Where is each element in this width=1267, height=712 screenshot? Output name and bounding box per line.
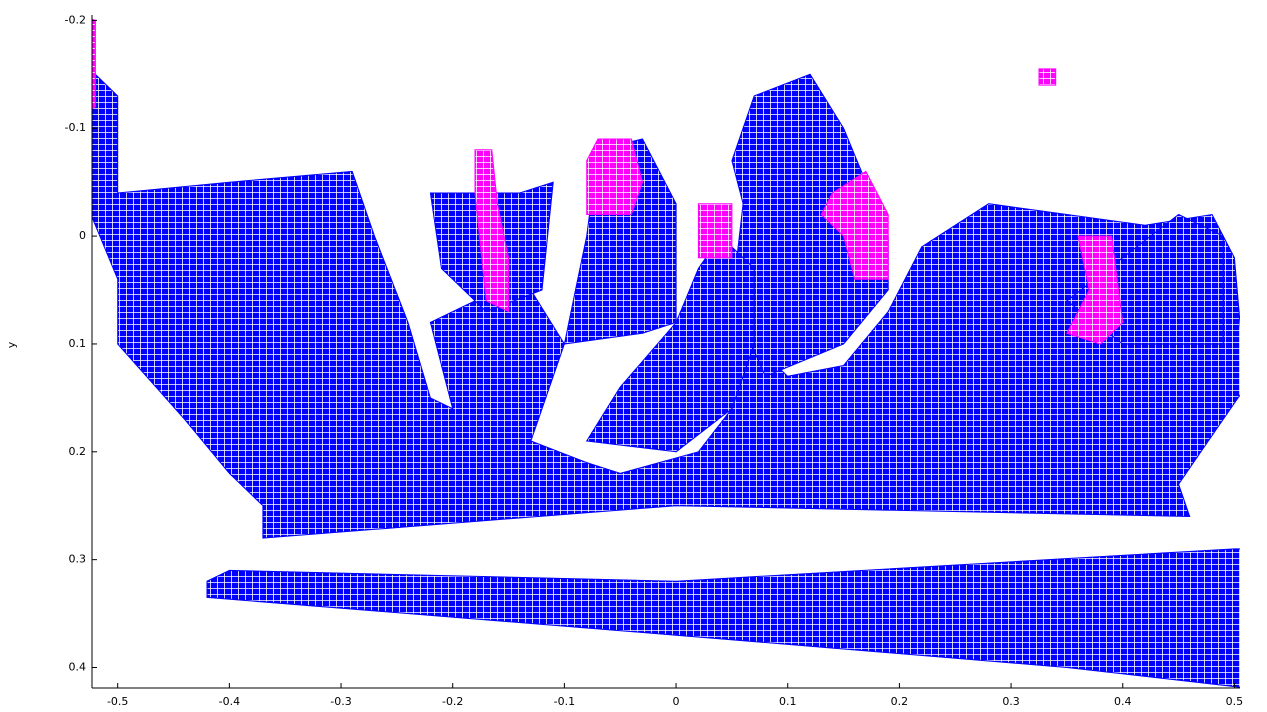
point-cloud (67, 15, 1256, 689)
y-tick-label: 0.3 (69, 553, 87, 566)
point-region (698, 204, 732, 258)
chart: y -0.5 -0.4 -0.3 -0.2 -0.1 0 0.1 0.2 0.3 0.4 0.5 -0… (0, 0, 1267, 712)
x-tick-label: 0.5 (1226, 695, 1244, 708)
x-tick-label: -0.2 (442, 695, 463, 708)
x-tick-label: -0.1 (554, 695, 575, 708)
point-region (587, 139, 643, 215)
y-axis-label: y (5, 341, 18, 348)
point-region (67, 15, 95, 118)
x-tick-label: 0 (673, 695, 680, 708)
x-tick-label: -0.4 (219, 695, 240, 708)
x-tick-label: 0.3 (1002, 695, 1020, 708)
x-tick-label: -0.5 (107, 695, 128, 708)
y-tick-label: -0.2 (65, 13, 86, 26)
y-tick-label: 0 (79, 229, 86, 242)
point-region (1039, 69, 1056, 85)
x-tick-label: 0.4 (1114, 695, 1132, 708)
y-tick-label: 0.2 (69, 445, 87, 458)
y-tick-label: 0.4 (69, 661, 87, 674)
x-tick-label: 0.2 (891, 695, 909, 708)
y-tick-label: 0.1 (69, 337, 87, 350)
y-tick-label: -0.1 (65, 121, 86, 134)
x-tick-label: 0.1 (779, 695, 797, 708)
point-region (207, 549, 1257, 689)
x-tick-label: -0.3 (330, 695, 351, 708)
